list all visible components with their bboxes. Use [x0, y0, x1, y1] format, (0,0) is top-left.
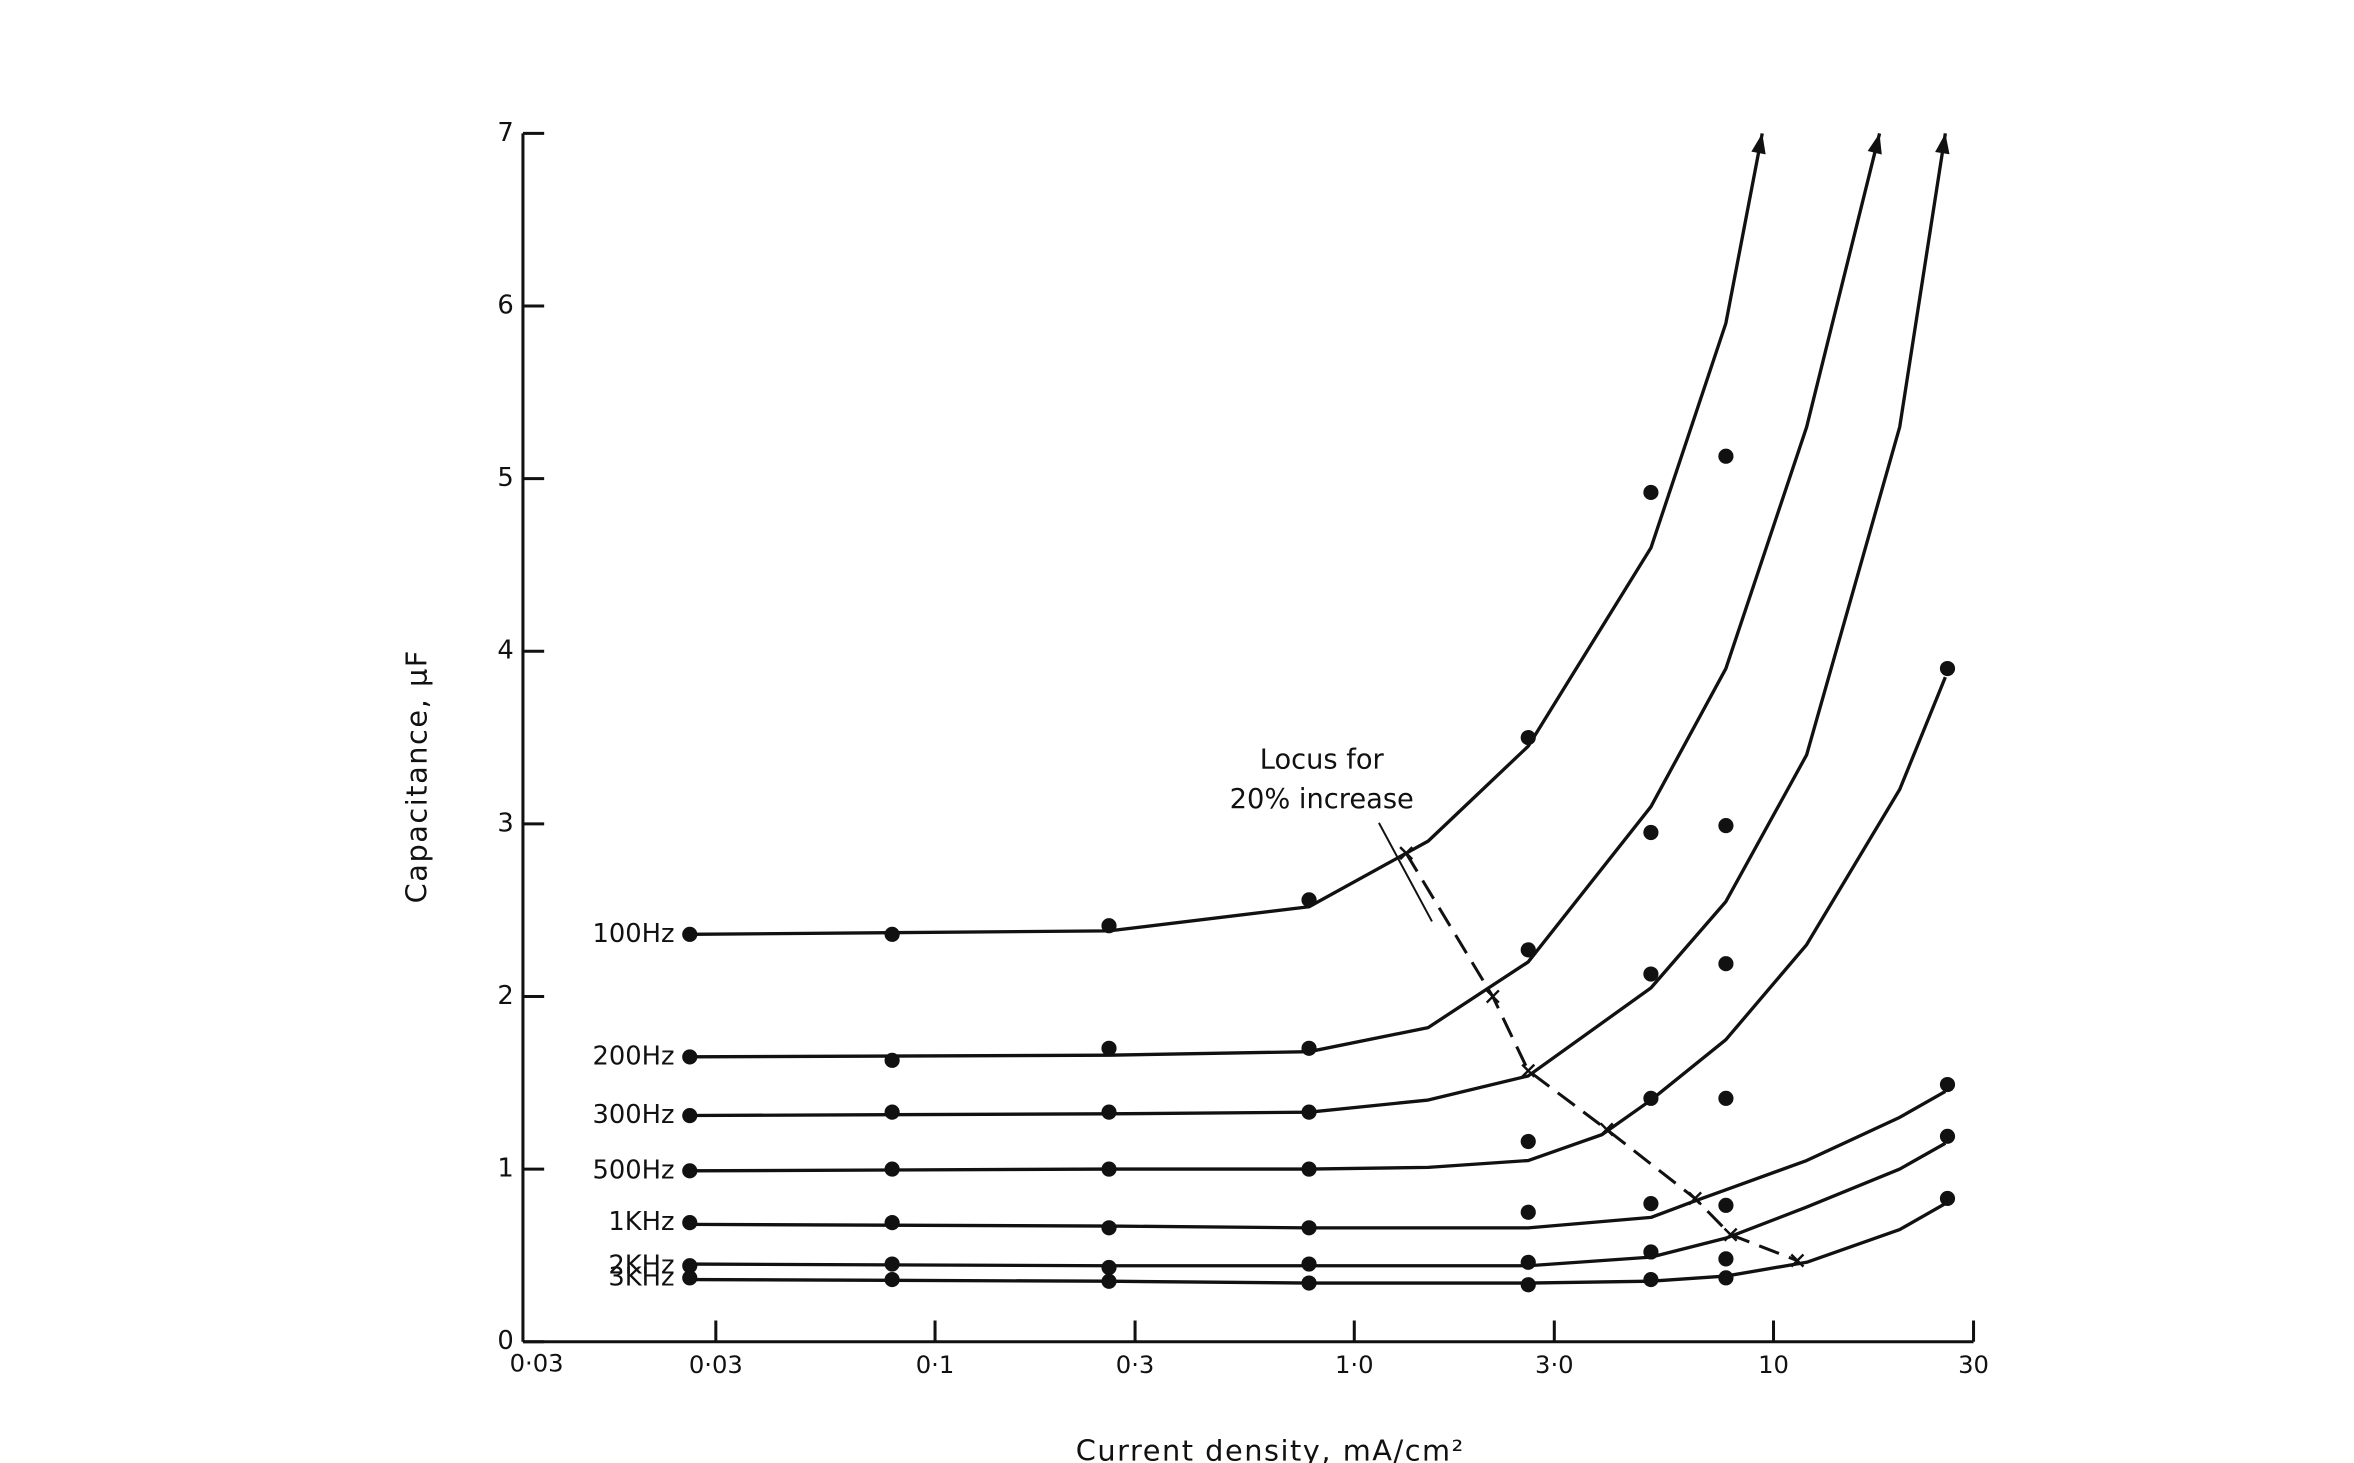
data-point: [1101, 1104, 1117, 1120]
data-point: [1718, 1197, 1734, 1213]
data-point: [1101, 1040, 1117, 1056]
locus-marker: [1599, 1122, 1614, 1137]
data-point: [1101, 918, 1117, 934]
locus-label: Locus for: [1260, 745, 1385, 776]
series-label: 3KHz: [608, 1262, 674, 1292]
locus-leader: [1378, 822, 1433, 922]
data-point: [884, 1052, 900, 1068]
x-tick-label: 10: [1758, 1350, 1789, 1379]
data-point: [884, 1104, 900, 1120]
x-axis-title: Current density, mA/cm²: [1076, 1433, 1465, 1463]
y-tick-label: 5: [497, 463, 513, 493]
data-point: [1939, 1128, 1956, 1144]
data-point: [1643, 484, 1659, 501]
data-point: [1301, 1040, 1317, 1056]
data-point: [1301, 1104, 1317, 1120]
data-point: [1520, 942, 1536, 958]
series-label: 100Hz: [592, 919, 674, 949]
x-tick-label: 30: [1958, 1350, 1989, 1379]
series-label: 200Hz: [592, 1041, 674, 1071]
data-point: [1643, 1271, 1659, 1288]
fit-curve: [689, 133, 1882, 1059]
data-point: [1520, 1277, 1536, 1293]
data-point: [1301, 1275, 1317, 1291]
locus-marker: [1688, 1191, 1702, 1206]
data-point: [1101, 1273, 1117, 1289]
locus-label: 20% increase: [1230, 784, 1414, 815]
locus-marker: [1790, 1253, 1805, 1268]
corner-label: 0·03: [510, 1348, 564, 1377]
data-point: [1939, 660, 1956, 677]
locus-marker: [1723, 1227, 1738, 1242]
data-point: [1643, 1244, 1659, 1260]
y-tick-label: 7: [497, 118, 513, 148]
data-point: [1101, 1161, 1117, 1177]
data-point: [1301, 1256, 1317, 1272]
series-label: 2KHz: [608, 1250, 674, 1280]
data-point: [1718, 448, 1734, 464]
data-point: [1718, 1090, 1734, 1106]
x-tick-label: 1·0: [1335, 1350, 1374, 1379]
arrowhead: [1751, 133, 1766, 155]
data-point: [1643, 1196, 1659, 1212]
data-point: [1520, 1254, 1536, 1270]
y-tick-label: 0: [497, 1326, 513, 1356]
fit-curve: [689, 1089, 1947, 1230]
locus-marker: [1521, 1063, 1536, 1078]
x-tick-label: 3·0: [1535, 1350, 1574, 1379]
x-tick-label: 0·1: [916, 1350, 955, 1379]
data-point: [1643, 1090, 1659, 1106]
data-point: [1101, 1220, 1117, 1236]
fit-curve: [689, 133, 1947, 1118]
data-point: [682, 1215, 698, 1231]
data-point: [682, 926, 698, 942]
data-point: [1101, 1259, 1117, 1276]
fit-curve: [689, 133, 1764, 937]
data-point: [1520, 729, 1536, 746]
series-label: 1KHz: [608, 1207, 674, 1237]
data-point: [1301, 1161, 1317, 1177]
data-point: [682, 1258, 698, 1274]
data-point: [884, 1271, 900, 1288]
data-point: [884, 1215, 900, 1231]
data-point: [1718, 818, 1734, 834]
y-tick-label: 2: [497, 981, 513, 1011]
data-point: [1718, 1270, 1734, 1286]
data-point: [1718, 1251, 1734, 1267]
data-point: [1643, 966, 1659, 982]
data-point: [884, 926, 900, 942]
data-point: [1718, 956, 1734, 972]
data-point: [682, 1163, 698, 1179]
data-point: [682, 1108, 698, 1124]
data-point: [1301, 1220, 1317, 1236]
data-point: [1520, 1133, 1536, 1150]
y-tick-label: 3: [497, 808, 513, 838]
data-point: [1520, 1204, 1536, 1220]
x-tick-label: 0·03: [689, 1350, 743, 1379]
series-label: 500Hz: [592, 1155, 674, 1185]
arrowhead: [1935, 133, 1950, 155]
y-tick-label: 4: [497, 636, 513, 666]
y-axis-title: Capacitance, μF: [399, 649, 433, 903]
data-point: [1939, 1190, 1956, 1207]
data-point: [884, 1161, 900, 1177]
data-point: [1939, 1076, 1956, 1093]
x-tick-label: 0·3: [1116, 1350, 1155, 1379]
data-point: [884, 1256, 900, 1272]
arrowhead: [1867, 133, 1882, 155]
data-point: [682, 1270, 698, 1286]
data-point: [682, 1049, 698, 1065]
locus-marker: [1399, 846, 1414, 861]
y-tick-label: 1: [497, 1154, 513, 1184]
locus-marker: [1485, 989, 1500, 1004]
series-label: 300Hz: [592, 1100, 674, 1130]
data-point: [1301, 892, 1317, 908]
y-tick-label: 6: [497, 291, 513, 321]
data-point: [1643, 824, 1659, 841]
